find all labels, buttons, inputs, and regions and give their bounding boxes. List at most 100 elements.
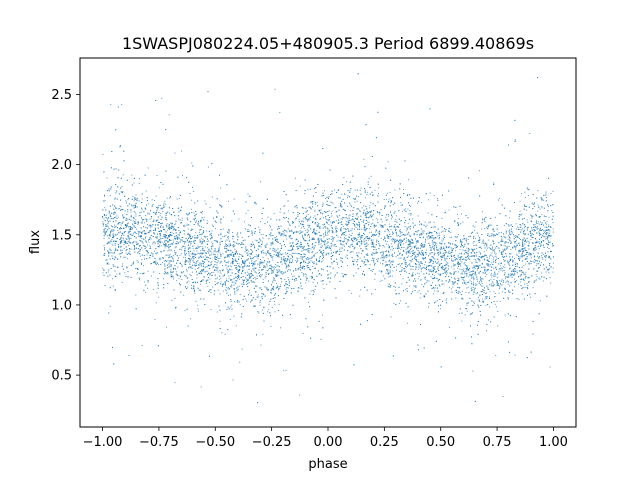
data-point bbox=[247, 193, 249, 195]
data-point bbox=[402, 278, 404, 280]
data-point bbox=[462, 249, 464, 251]
data-point bbox=[466, 269, 468, 271]
data-point bbox=[364, 274, 366, 276]
data-point bbox=[146, 249, 148, 251]
data-point bbox=[428, 199, 430, 201]
data-point bbox=[392, 240, 394, 242]
data-point bbox=[254, 305, 256, 307]
data-point bbox=[217, 271, 219, 273]
data-point bbox=[524, 286, 526, 288]
data-point bbox=[181, 247, 183, 249]
data-point bbox=[114, 289, 116, 290]
data-point bbox=[453, 265, 454, 267]
data-point bbox=[254, 277, 256, 278]
data-point bbox=[138, 215, 140, 217]
data-point bbox=[208, 250, 210, 252]
data-point bbox=[353, 240, 355, 242]
data-point bbox=[170, 227, 172, 229]
data-point bbox=[300, 256, 302, 257]
data-point bbox=[416, 247, 418, 249]
data-point bbox=[437, 235, 439, 237]
data-point bbox=[304, 240, 306, 242]
data-point bbox=[491, 252, 493, 254]
data-point bbox=[173, 226, 175, 228]
data-point bbox=[421, 234, 423, 236]
data-point bbox=[495, 254, 497, 256]
data-point bbox=[510, 258, 512, 260]
data-point bbox=[437, 204, 439, 206]
data-point bbox=[475, 254, 477, 256]
data-point bbox=[168, 240, 170, 242]
data-point bbox=[108, 263, 110, 265]
data-point bbox=[115, 247, 117, 249]
data-point bbox=[343, 244, 345, 246]
data-point bbox=[355, 227, 357, 228]
data-point bbox=[148, 225, 150, 227]
data-point bbox=[390, 316, 392, 318]
data-point bbox=[198, 231, 200, 233]
data-point bbox=[132, 263, 134, 265]
data-point bbox=[239, 278, 240, 280]
data-point bbox=[437, 279, 439, 281]
data-point bbox=[170, 268, 172, 270]
data-point bbox=[296, 279, 297, 281]
data-point bbox=[131, 204, 133, 206]
data-point bbox=[202, 227, 204, 229]
data-point bbox=[280, 327, 282, 329]
data-point bbox=[104, 229, 105, 231]
data-point bbox=[166, 219, 168, 221]
data-point bbox=[359, 189, 361, 191]
data-point bbox=[240, 254, 242, 255]
data-point bbox=[210, 292, 212, 293]
data-point bbox=[316, 233, 318, 235]
data-point bbox=[259, 261, 261, 263]
data-point bbox=[406, 248, 408, 250]
data-point bbox=[203, 241, 205, 243]
data-point bbox=[501, 256, 503, 257]
data-point bbox=[485, 275, 487, 277]
data-point bbox=[441, 256, 442, 258]
data-point bbox=[358, 222, 360, 224]
data-point bbox=[230, 294, 231, 296]
data-point bbox=[358, 252, 360, 254]
data-point bbox=[171, 224, 173, 226]
data-point bbox=[188, 237, 190, 238]
data-point bbox=[405, 230, 407, 232]
data-point bbox=[154, 229, 156, 230]
data-point bbox=[294, 177, 296, 179]
data-point bbox=[387, 269, 389, 271]
data-point bbox=[466, 247, 468, 249]
data-point bbox=[307, 220, 309, 222]
data-point bbox=[110, 104, 112, 106]
data-point bbox=[110, 229, 112, 231]
data-point bbox=[504, 314, 506, 316]
data-point bbox=[138, 251, 140, 253]
data-point bbox=[148, 241, 150, 243]
data-point bbox=[386, 257, 388, 259]
data-point bbox=[474, 230, 476, 232]
data-point bbox=[183, 241, 185, 243]
data-point bbox=[449, 286, 451, 288]
data-point bbox=[518, 252, 520, 254]
data-point bbox=[392, 204, 394, 205]
data-point bbox=[370, 175, 372, 177]
data-point bbox=[133, 182, 135, 184]
data-point bbox=[418, 261, 420, 263]
data-point bbox=[415, 256, 417, 258]
data-point bbox=[488, 246, 490, 248]
data-point bbox=[275, 255, 277, 257]
data-point bbox=[517, 226, 519, 228]
data-point bbox=[128, 253, 130, 255]
data-point bbox=[120, 250, 122, 252]
data-point bbox=[406, 227, 408, 229]
data-point bbox=[315, 252, 317, 254]
data-point bbox=[102, 267, 104, 269]
data-point bbox=[445, 271, 447, 273]
data-point bbox=[336, 261, 338, 263]
data-point bbox=[127, 222, 129, 224]
data-point bbox=[151, 275, 152, 277]
data-point bbox=[257, 272, 259, 274]
data-point bbox=[186, 223, 188, 225]
data-point bbox=[508, 230, 510, 232]
data-point bbox=[475, 284, 477, 286]
